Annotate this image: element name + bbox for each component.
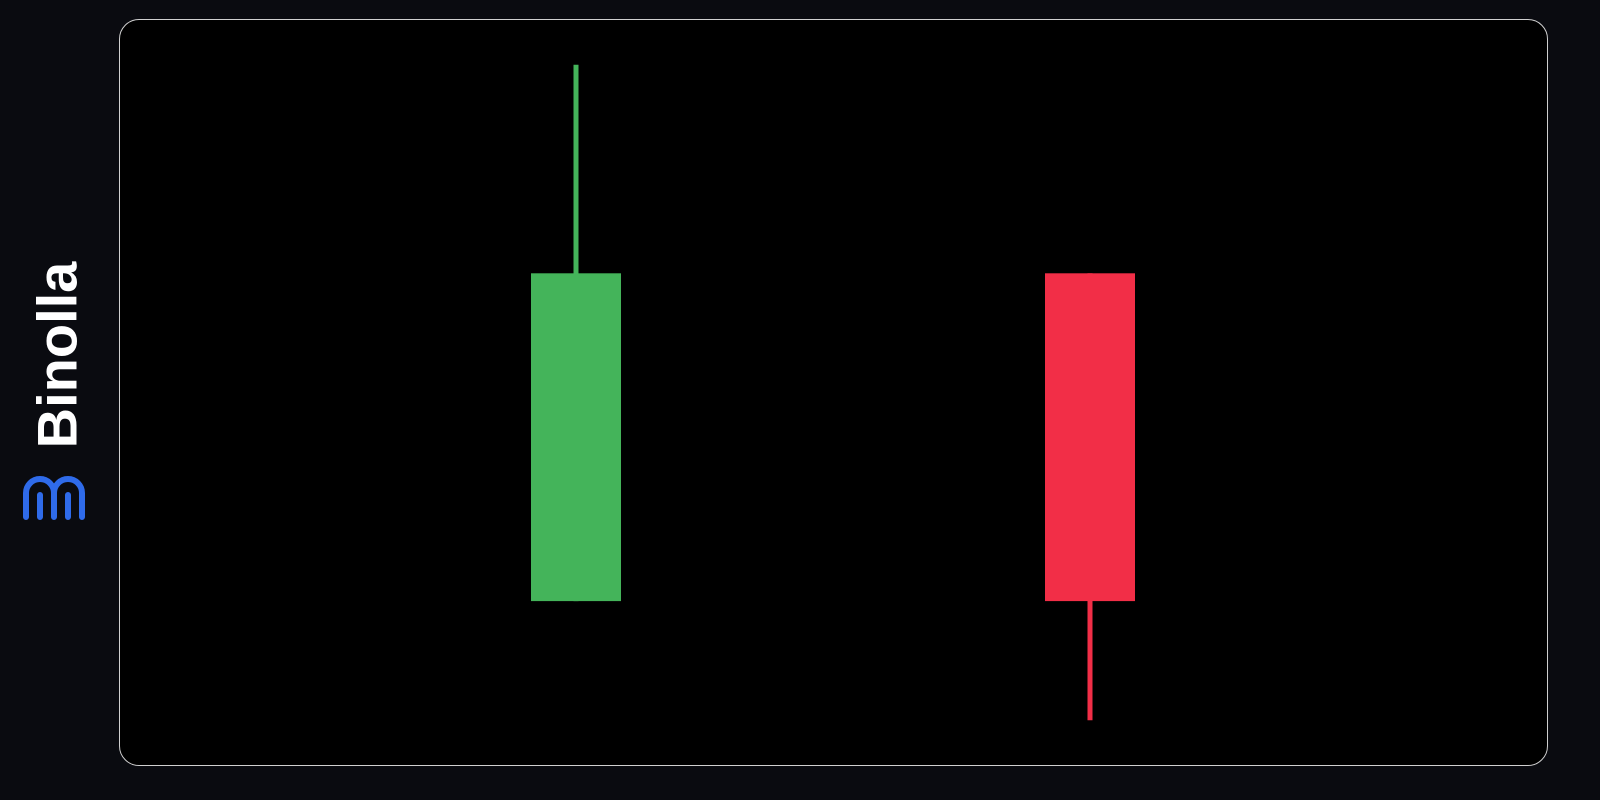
chart-frame bbox=[119, 19, 1548, 766]
candle-bullish bbox=[531, 64, 621, 602]
candle-bearish bbox=[1045, 273, 1135, 721]
candle-body bbox=[1045, 273, 1135, 602]
binolla-logo-icon bbox=[23, 476, 85, 520]
candle-body bbox=[531, 273, 621, 602]
brand-name: Binolla bbox=[25, 261, 89, 449]
